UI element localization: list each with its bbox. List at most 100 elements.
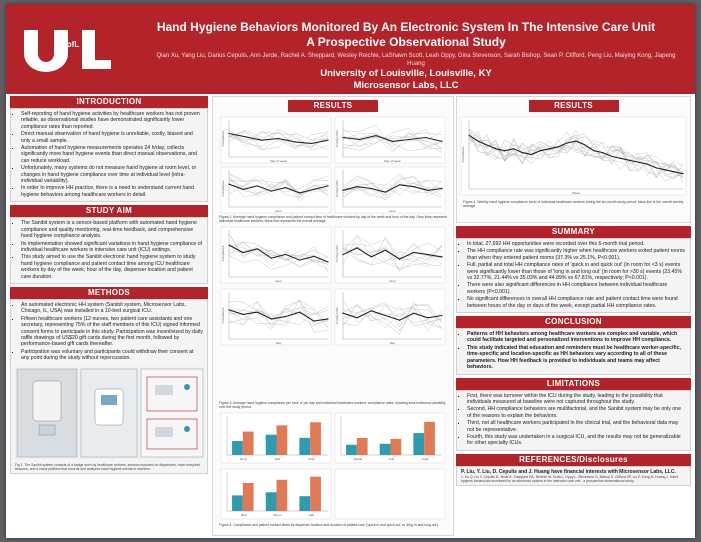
bar (310, 476, 321, 511)
y-axis-label: Contact time (335, 130, 339, 147)
data-point (673, 171, 675, 173)
data-point (370, 256, 372, 258)
individual-series-line (228, 130, 329, 149)
methods-figure (15, 366, 204, 459)
data-point (313, 255, 315, 257)
introduction-body: Self-reporting of hand hygiene activitie… (10, 108, 208, 203)
limitations-heading: LIMITATIONS (456, 377, 691, 390)
data-point (398, 258, 401, 260)
data-point (256, 248, 258, 250)
individual-series-line (342, 243, 443, 268)
data-point (342, 136, 344, 139)
data-point (342, 312, 344, 314)
figure4-caption: Figure 4. Compliance and patient contact… (219, 523, 440, 527)
individual-series-line (228, 246, 329, 273)
data-point (619, 157, 622, 159)
average-series-line (342, 247, 443, 260)
individual-series-line (342, 179, 443, 200)
data-point (284, 187, 287, 189)
methods-bullet: An automated electronic HH system (Sanib… (21, 302, 203, 315)
limitations-list: First, there was turnover within the ICU… (457, 391, 690, 450)
author-list: Qian Xu, Yang Liu, Darius Cepulis, Ann J… (156, 53, 676, 67)
data-point (521, 151, 524, 154)
data-point (277, 137, 280, 140)
logo-text: UofL (61, 40, 79, 49)
data-point (342, 254, 344, 256)
individual-series-line (342, 124, 443, 151)
bar (424, 421, 435, 455)
data-point (270, 190, 273, 192)
methods-heading: METHODS (10, 286, 208, 299)
results-heading-right: RESULTS (528, 100, 619, 112)
limitations-bullet: Fourth, this study was undertaken in a s… (467, 434, 686, 447)
data-point (539, 150, 541, 152)
data-point (611, 155, 613, 158)
limitations-bullet: Third, not all healthcare workers partic… (467, 420, 686, 433)
individual-series-line (342, 235, 443, 270)
individual-series-line (342, 247, 443, 272)
institution: University of Louisville, Louisville, KY… (320, 68, 492, 91)
individual-series-line (342, 176, 443, 198)
individual-series-line (228, 129, 329, 148)
individual-series-line (228, 306, 329, 326)
individual-series-line (342, 299, 443, 323)
results-heading-center: RESULTS (288, 100, 378, 112)
summary-heading: SUMMARY (456, 226, 691, 238)
data-point (486, 144, 488, 146)
x-axis-label: Hour (389, 279, 396, 283)
data-point (391, 140, 394, 143)
references-heading: REFERENCES/Disclosures (456, 453, 691, 466)
data-point (256, 185, 258, 187)
y-axis-label: Contact time (335, 245, 339, 262)
y-axis-label: Compliance (221, 180, 225, 196)
individual-series-line (342, 127, 443, 151)
data-point (228, 132, 230, 135)
x-axis-label: Hour (389, 209, 396, 213)
data-point (313, 188, 315, 190)
results-figures: Compliance Day of week Contact time Day of … (220, 116, 446, 520)
bar (356, 437, 368, 455)
y-axis-label: Contact time (335, 180, 339, 197)
summary-list: In total, 27,692 HH opportunities were r… (457, 239, 690, 312)
individual-series-line (342, 173, 443, 191)
individual-series-line (228, 299, 329, 327)
data-point (261, 139, 263, 141)
bar (299, 437, 311, 455)
individual-series-line (468, 139, 684, 178)
individual-series-line (342, 180, 443, 199)
bar (242, 431, 254, 455)
data-point (327, 261, 329, 263)
bar (413, 433, 425, 455)
individual-series-line (342, 128, 443, 152)
bar (346, 444, 357, 455)
data-point (327, 318, 329, 320)
individual-series-line (228, 131, 329, 151)
x-axis-label: Day of week (384, 159, 401, 163)
data-point (284, 253, 287, 256)
data-point (294, 141, 296, 143)
introduction-bullet: Automation of hand hygiene measurements … (21, 145, 203, 164)
individual-series-line (228, 129, 329, 151)
x-axis-label: Day (390, 341, 396, 345)
individual-series-line (342, 175, 443, 196)
bar (242, 482, 254, 511)
individual-series-line (342, 242, 443, 260)
data-point (427, 189, 429, 191)
individual-series-line (342, 306, 443, 327)
data-point (468, 134, 470, 136)
data-point (384, 249, 387, 251)
individual-series-line (342, 133, 443, 152)
summary-bullet: There were also significant differences … (467, 282, 686, 295)
individual-series-line (342, 301, 443, 330)
data-point (566, 142, 568, 144)
bar (276, 425, 288, 455)
individual-series-line (468, 129, 684, 179)
data-point (441, 314, 443, 317)
data-point (342, 189, 344, 191)
tick-label: Entry (240, 457, 248, 461)
data-point (530, 153, 533, 156)
data-point (441, 187, 443, 190)
data-point (441, 256, 443, 258)
individual-series-line (228, 241, 329, 263)
y-axis-label: Compliance (461, 146, 465, 162)
